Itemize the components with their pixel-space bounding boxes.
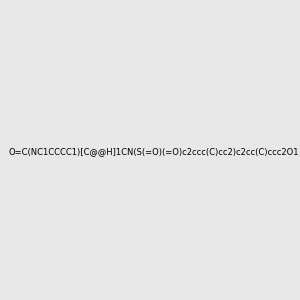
Text: O=C(NC1CCCC1)[C@@H]1CN(S(=O)(=O)c2ccc(C)cc2)c2cc(C)ccc2O1: O=C(NC1CCCC1)[C@@H]1CN(S(=O)(=O)c2ccc(C)…	[8, 147, 299, 156]
